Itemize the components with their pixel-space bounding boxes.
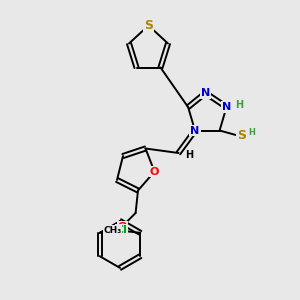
Text: N: N (201, 88, 210, 98)
Text: O: O (117, 221, 127, 232)
Text: N: N (190, 125, 200, 136)
Text: CH₃: CH₃ (103, 226, 122, 235)
Text: S: S (237, 129, 246, 142)
Text: N: N (222, 102, 231, 112)
Text: H: H (235, 100, 243, 110)
Text: H: H (248, 128, 255, 137)
Text: Cl: Cl (116, 225, 127, 235)
Text: S: S (144, 19, 153, 32)
Text: H: H (185, 150, 193, 161)
Text: O: O (150, 167, 159, 177)
